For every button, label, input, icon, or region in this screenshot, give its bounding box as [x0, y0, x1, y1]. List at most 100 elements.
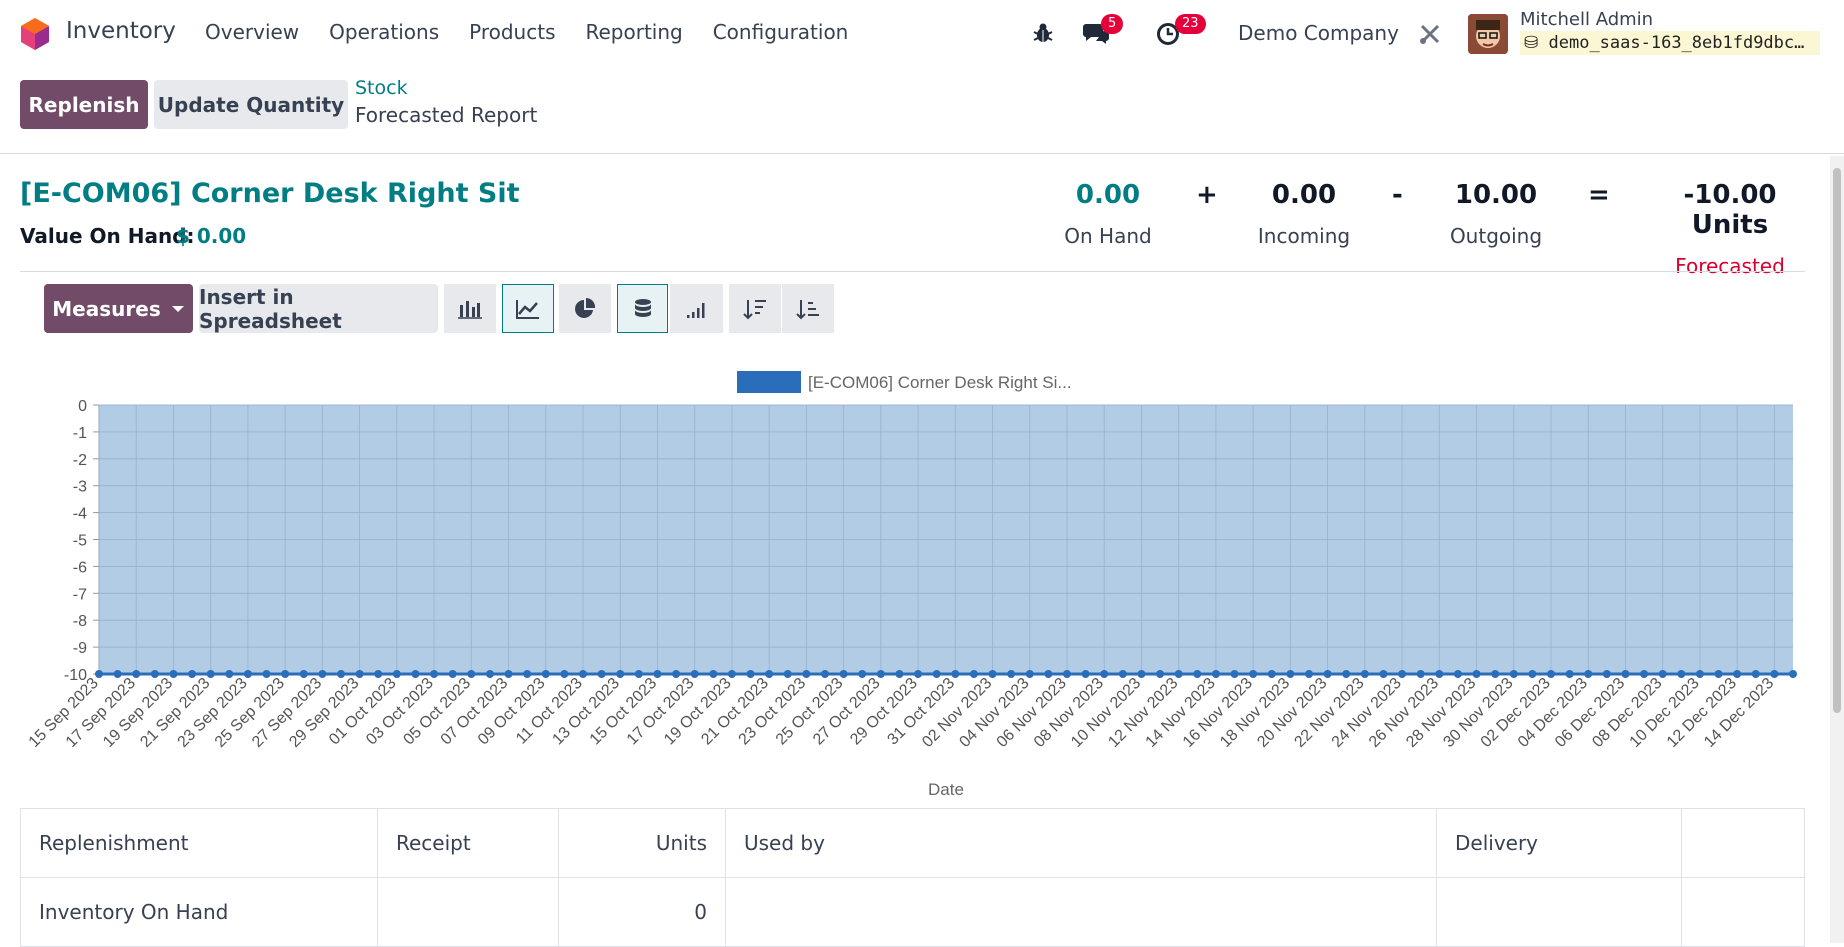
data-point — [746, 670, 755, 678]
data-point — [430, 670, 439, 678]
data-point — [616, 670, 625, 678]
data-point — [1342, 670, 1351, 678]
data-point — [653, 670, 662, 678]
data-point — [1249, 670, 1258, 678]
product-title[interactable]: [E-COM06] Corner Desk Right Sit — [20, 178, 520, 209]
data-point — [1695, 670, 1704, 678]
cumulative-icon — [686, 302, 704, 318]
data-point — [485, 670, 494, 678]
data-point — [1509, 670, 1518, 678]
data-point — [1472, 670, 1481, 678]
data-point — [1305, 670, 1313, 678]
data-point — [858, 670, 867, 678]
data-point — [1193, 670, 1202, 678]
outgoing-value: 10.00 — [1454, 180, 1538, 210]
value-on-hand-value: $ 0.00 — [176, 224, 247, 248]
header-divider — [20, 271, 1805, 272]
data-point — [1714, 670, 1723, 678]
data-point — [1640, 670, 1649, 678]
menu-operations[interactable]: Operations — [329, 20, 440, 44]
debug-bug-icon[interactable] — [1032, 22, 1054, 44]
inventory-app-icon[interactable] — [20, 17, 50, 51]
scrollbar-thumb[interactable] — [1833, 168, 1841, 713]
replenish-button[interactable]: Replenish — [20, 80, 148, 129]
pie-chart-button[interactable] — [559, 284, 611, 333]
data-point — [132, 670, 141, 678]
stacked-button[interactable] — [617, 284, 668, 333]
forecasted-value: -10.00 Units — [1683, 180, 1777, 240]
data-point — [1174, 670, 1183, 678]
data-point — [1230, 670, 1239, 678]
data-point — [1491, 670, 1500, 678]
measures-dropdown-button[interactable]: Measures — [44, 284, 193, 333]
forecasted-stat: -10.00 Units Forecasted — [1648, 180, 1812, 278]
data-point — [1118, 670, 1127, 678]
y-tick-label: -9 — [73, 640, 87, 657]
menu-reporting[interactable]: Reporting — [585, 20, 683, 44]
outgoing-stat: 10.00 Outgoing — [1446, 180, 1546, 248]
pie-chart-icon — [575, 297, 596, 318]
top-navbar: Inventory Overview Operations Products R… — [0, 0, 1844, 67]
y-tick-label: -6 — [73, 559, 87, 576]
data-point — [839, 670, 848, 678]
data-point — [1100, 670, 1109, 678]
activity-clock-icon[interactable] — [1156, 22, 1180, 46]
col-used-by: Used by — [725, 808, 1437, 878]
settings-tools-icon[interactable] — [1418, 22, 1442, 46]
data-point — [709, 670, 718, 678]
breadcrumb-stock[interactable]: Stock — [355, 77, 408, 99]
data-point — [1751, 670, 1760, 678]
line-chart-button[interactable] — [502, 284, 554, 333]
y-tick-label: -2 — [73, 452, 87, 469]
data-point — [932, 670, 941, 678]
sort-ascending-button[interactable] — [782, 284, 834, 333]
data-point — [1267, 670, 1276, 678]
cumulative-button[interactable] — [670, 284, 723, 333]
data-point — [1137, 670, 1146, 678]
app-name[interactable]: Inventory — [66, 18, 176, 44]
table-row: Inventory On Hand 0 — [20, 877, 1805, 947]
caret-down-icon — [171, 305, 184, 312]
data-point — [802, 670, 811, 678]
menu-configuration[interactable]: Configuration — [712, 20, 849, 44]
data-point — [262, 670, 271, 678]
col-replenishment: Replenishment — [20, 808, 378, 878]
cell-replenishment: Inventory On Hand — [20, 877, 378, 947]
data-point — [1547, 670, 1555, 678]
data-point — [188, 670, 197, 678]
data-point — [560, 670, 569, 678]
y-tick-label: 0 — [78, 398, 87, 415]
incoming-value: 0.00 — [1271, 180, 1337, 210]
plus-operator: + — [1196, 180, 1218, 210]
data-point — [1621, 670, 1630, 678]
menu-overview[interactable]: Overview — [205, 20, 300, 44]
data-point — [1528, 670, 1537, 678]
data-point — [1416, 670, 1425, 678]
company-switcher[interactable]: Demo Company — [1238, 21, 1399, 45]
user-avatar[interactable] — [1468, 14, 1508, 54]
user-name[interactable]: Mitchell Admin — [1520, 9, 1654, 30]
messages-count-badge: 5 — [1101, 14, 1124, 34]
data-point — [392, 670, 401, 678]
bar-chart-button[interactable] — [444, 284, 496, 333]
legend-swatch[interactable] — [737, 371, 801, 393]
data-point — [243, 670, 252, 678]
update-quantity-button[interactable]: Update Quantity — [154, 80, 348, 129]
data-point — [876, 670, 885, 678]
data-point — [597, 670, 606, 678]
cell-actions — [1681, 877, 1805, 947]
insert-in-spreadsheet-button[interactable]: Insert in Spreadsheet — [199, 284, 438, 333]
breadcrumb-current: Forecasted Report — [355, 103, 538, 127]
data-point — [1733, 670, 1742, 678]
sort-descending-button[interactable] — [729, 284, 781, 333]
data-point — [1286, 670, 1295, 678]
data-point — [467, 670, 476, 678]
cell-units: 0 — [558, 877, 726, 947]
data-point — [113, 670, 122, 678]
data-point — [337, 670, 345, 678]
menu-products[interactable]: Products — [469, 20, 556, 44]
data-point — [448, 670, 457, 678]
legend-label[interactable]: [E-COM06] Corner Desk Right Si... — [808, 373, 1072, 392]
data-point — [1770, 670, 1779, 678]
data-point — [95, 670, 103, 678]
